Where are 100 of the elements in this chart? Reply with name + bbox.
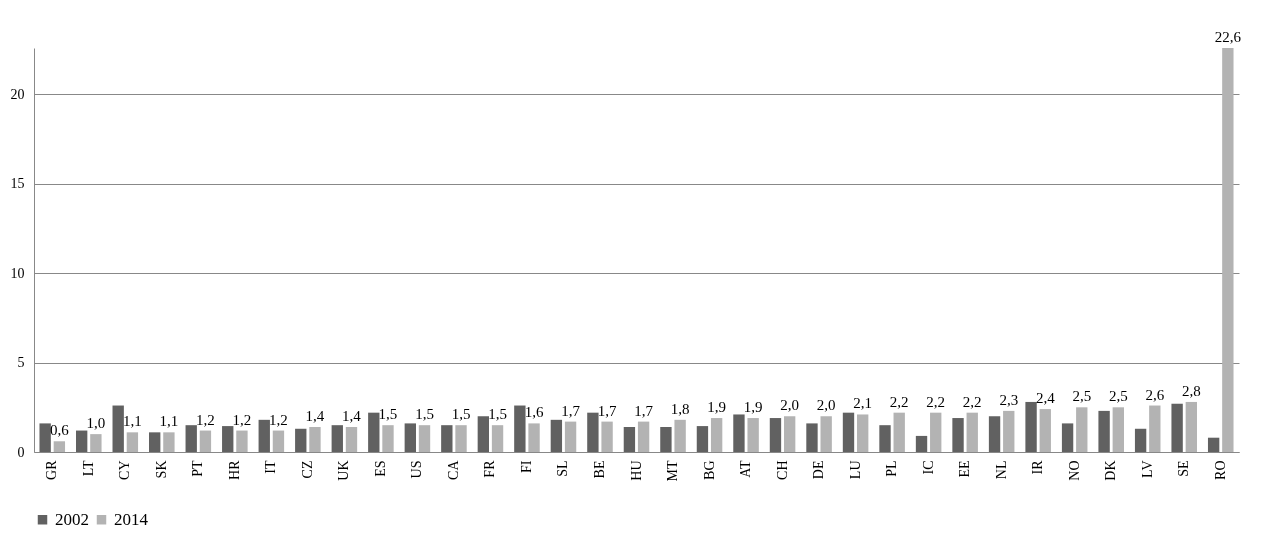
bar: [418, 425, 431, 452]
x-tick-label: LU: [847, 460, 863, 480]
data-label: 1,9: [707, 399, 727, 416]
bar: [112, 405, 124, 452]
bar: [163, 432, 175, 452]
bar: [1003, 410, 1015, 452]
bar: [345, 426, 358, 452]
data-label: 0,6: [49, 422, 70, 439]
data-label: 1,5: [378, 406, 398, 423]
x-tick-label: PT: [190, 460, 206, 477]
bar: [1098, 410, 1110, 452]
x-tick-label: FI: [518, 460, 534, 473]
x-tick-label: DE: [811, 460, 827, 480]
data-label: 2,0: [780, 397, 800, 414]
bar: [733, 414, 745, 452]
bar: [674, 419, 686, 452]
bar: [236, 430, 248, 452]
data-label: 1,9: [743, 399, 763, 416]
bar: [126, 432, 139, 452]
x-tick-label: AT: [738, 460, 754, 478]
bar: [222, 426, 234, 452]
y-tick-label: 5: [17, 355, 25, 371]
bar: [455, 425, 467, 452]
bar: [988, 416, 1001, 452]
data-label: 2,2: [926, 393, 946, 410]
legend-label: 2014: [114, 509, 149, 529]
bar: [199, 430, 212, 452]
bar: [309, 426, 321, 452]
data-label: 1,5: [415, 406, 434, 423]
bar: [441, 425, 453, 452]
x-tick-label: FR: [482, 459, 498, 478]
bar: [587, 412, 599, 452]
bar: [1149, 405, 1161, 452]
x-tick-label: BE: [591, 460, 607, 479]
bar: [696, 426, 709, 452]
bar: [747, 418, 759, 452]
x-tick-label: PL: [884, 460, 900, 477]
y-tick-label: 15: [10, 176, 25, 192]
data-label: 1,5: [451, 406, 471, 423]
bar: [477, 416, 490, 452]
x-tick-label: NO: [1066, 460, 1082, 481]
x-tick-label: IT: [263, 460, 279, 474]
bar: [952, 418, 964, 452]
bar: [1134, 428, 1147, 452]
data-label: 1,1: [123, 413, 142, 430]
bar: [75, 430, 88, 452]
y-tick-label: 20: [10, 86, 25, 102]
x-tick-label: MT: [665, 460, 681, 482]
bar: [930, 412, 942, 452]
bar: [1207, 437, 1220, 452]
x-tick-label: IR: [1030, 459, 1046, 475]
bar: [550, 419, 563, 452]
data-label: 1,2: [196, 411, 215, 428]
bar: [149, 432, 161, 452]
x-tick-label: GR: [44, 459, 60, 480]
x-tick-label: IC: [920, 460, 936, 475]
bar: [806, 423, 818, 452]
data-label: 1,7: [561, 402, 581, 419]
bar: [879, 425, 891, 452]
x-tick-label: CA: [445, 459, 461, 480]
bar: [966, 412, 978, 452]
bar: [295, 428, 307, 452]
x-tick-label: DK: [1103, 460, 1119, 481]
bar: [769, 418, 782, 452]
bar: [528, 423, 540, 452]
x-tick-label: RO: [1212, 460, 1228, 480]
bar: [637, 421, 650, 452]
bar: [53, 441, 66, 452]
data-label: 1,6: [524, 404, 544, 421]
bar: [90, 434, 102, 452]
data-label: 2,6: [1145, 386, 1165, 403]
x-tick-label: LV: [1139, 460, 1155, 478]
bar: [1025, 401, 1037, 452]
bar: [491, 425, 504, 452]
data-label: 2,5: [1108, 388, 1128, 405]
x-tick-label: LT: [80, 460, 96, 477]
data-label: 1,1: [159, 413, 179, 430]
x-tick-label: BG: [701, 460, 717, 480]
data-label: 1,2: [232, 411, 252, 428]
data-label: 22,6: [1214, 29, 1242, 45]
bar: [623, 426, 636, 452]
x-tick-label: US: [409, 460, 425, 479]
bar: [857, 414, 869, 452]
bar: [331, 425, 343, 452]
data-label: 1,2: [269, 411, 288, 428]
data-label: 1,7: [597, 402, 617, 419]
x-tick-label: ES: [372, 460, 388, 477]
data-label: 1,4: [305, 407, 325, 424]
bar: [272, 430, 285, 452]
data-label: 2,3: [999, 391, 1019, 408]
bar: [368, 412, 380, 452]
bar: [564, 421, 577, 452]
bar: [258, 419, 270, 452]
bar: [185, 425, 197, 452]
x-tick-label: HR: [226, 459, 242, 480]
bar: [382, 425, 394, 452]
x-tick-label: SE: [1176, 460, 1192, 477]
data-label: 1,8: [670, 400, 690, 417]
data-label: 2,8: [1181, 382, 1201, 399]
y-tick-label: 0: [17, 444, 25, 460]
